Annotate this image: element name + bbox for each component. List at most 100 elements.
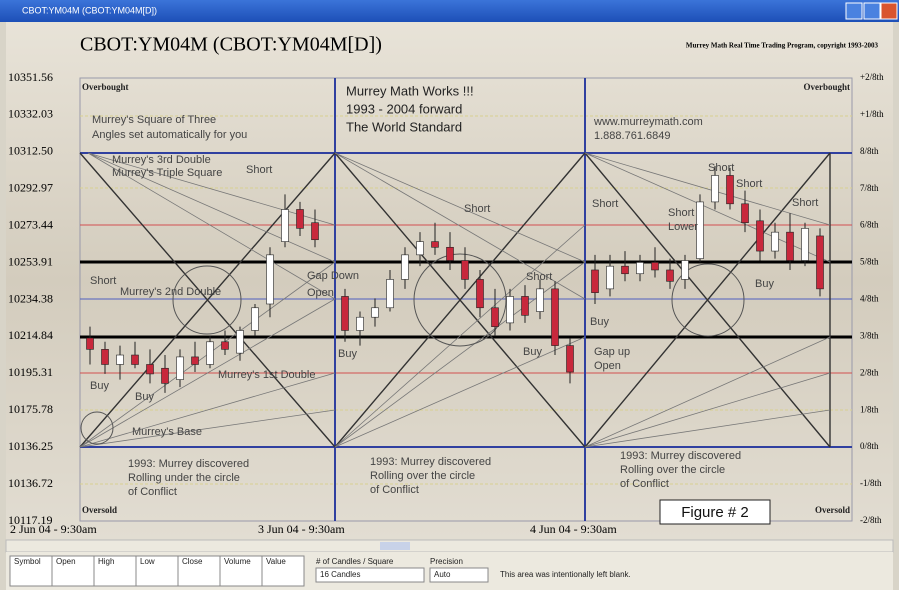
precision-select[interactable] [429,567,489,583]
scrollbar[interactable] [5,539,894,553]
annotation: of Conflict [370,484,419,496]
annotation: Murrey's Triple Square [112,167,222,179]
table-header: Value [266,557,286,566]
annotation: Murrey's 1st Double [218,369,315,381]
octave-label: 3/8th [860,330,879,340]
maximize-button[interactable] [863,2,881,20]
annotation: Rolling over the circle [620,464,725,476]
candle-body [416,241,424,256]
table-cell [93,555,137,587]
table-header: Open [56,557,76,566]
annotation: 1993: Murrey discovered [620,450,741,462]
axes: 10351.56 10332.03 10312.50 10292.97 10273.44… [8,70,884,536]
candle-body [131,354,139,365]
annotation: Short [736,178,762,190]
annotation: Buy [755,278,774,290]
octave-label: 8/8th [860,146,879,156]
price-label: 10253.91 [8,254,53,268]
candle-body [786,231,794,261]
figure-box [659,499,771,525]
table-cell [219,555,263,587]
octave-label: 7/8th [860,183,879,193]
annotation: Murrey Math Works !!! [346,83,474,98]
annotations: Overbought Overbought Oversold Oversold … [82,82,850,525]
octave-label: 4/8th [860,294,879,304]
price-label: 10136.25 [8,439,53,453]
annotation: Murrey's Base [132,426,202,438]
chart-area [6,22,893,540]
candle-body [341,296,349,331]
window-title: CBOT:YM04M (CBOT:YM04M[D]) [22,5,157,15]
annotation: 1.888.761.6849 [594,130,670,142]
copyright: Murrey Math Real Time Trading Program, c… [686,42,879,50]
candle-body [506,296,514,324]
annotation: of Conflict [620,478,669,490]
candle-body [146,364,154,375]
candle-body [236,330,244,354]
annotation: Murrey's 3rd Double [112,154,211,166]
candle-body [666,269,674,282]
table-header: Close [182,557,203,566]
annotation: Overbought [803,82,850,92]
close-button[interactable] [880,2,898,20]
annotation: Gap up [594,346,630,358]
toolbar-value: 16 Candles [320,570,360,579]
candle-body [251,307,259,331]
annotation: Overbought [82,82,129,92]
square-diagonals [79,152,831,448]
price-label: 10195.31 [8,365,53,379]
octave-label: -2/8th [860,515,882,525]
octave-label: +1/8th [860,109,884,119]
annotation: of Conflict [128,486,177,498]
annotation: Buy [338,348,357,360]
candle-body [536,288,544,312]
candle-body [816,235,824,290]
annotation: www.murreymath.com [593,116,703,128]
table-cell [261,555,305,587]
price-label: 10312.50 [8,144,53,158]
octave-label: +2/8th [860,72,884,82]
price-label: 10175.78 [8,402,53,416]
candle-body [116,354,124,365]
octave-label: 5/8th [860,257,879,267]
candle-body [356,316,364,331]
candle-body [191,356,199,365]
price-label: 10292.97 [8,181,53,195]
candle-body [371,307,379,318]
candle-body [221,341,229,350]
x-label: 2 Jun 04 - 9:30am [10,522,97,536]
candle-body [86,337,94,350]
octave-label: 2/8th [860,367,879,377]
annotation: Oversold [82,505,117,515]
annotation: Rolling over the circle [370,470,475,482]
price-label: 10234.38 [8,291,53,305]
toolbar: # of Candles / Square 16 Candles Precisi… [6,552,893,590]
candle-body [771,231,779,252]
candle-body [521,296,529,316]
octave-label: 6/8th [860,220,879,230]
candle-body [651,262,659,271]
candle-body [101,349,109,365]
candle-body [756,220,764,252]
annotation: 1993 - 2004 forward [346,101,462,116]
candle-body [801,228,809,261]
price-label: 10351.56 [8,70,53,84]
annotation: Buy [523,346,542,358]
candles-select[interactable] [315,567,425,583]
octave-label: -1/8th [860,478,882,488]
annotation: Short [708,162,734,174]
annotation: Short [792,197,818,209]
scroll-thumb[interactable] [380,542,410,550]
annotation: 1993: Murrey discovered [370,456,491,468]
minimize-button[interactable] [845,2,863,20]
candle-body [176,356,184,380]
price-label: 10136.72 [8,476,53,490]
table-header: High [98,557,114,566]
price-label: 10117.19 [8,513,53,527]
candle-body [266,254,274,305]
candle-body [461,260,469,280]
annotation: Buy [90,380,109,392]
conflict-circles [80,253,745,445]
candle-body [741,203,749,224]
toolbar-value: Auto [434,570,451,579]
